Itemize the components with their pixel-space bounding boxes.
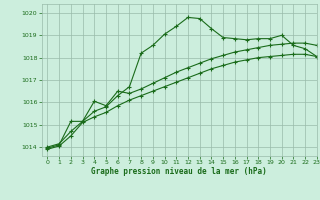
X-axis label: Graphe pression niveau de la mer (hPa): Graphe pression niveau de la mer (hPa) (91, 167, 267, 176)
